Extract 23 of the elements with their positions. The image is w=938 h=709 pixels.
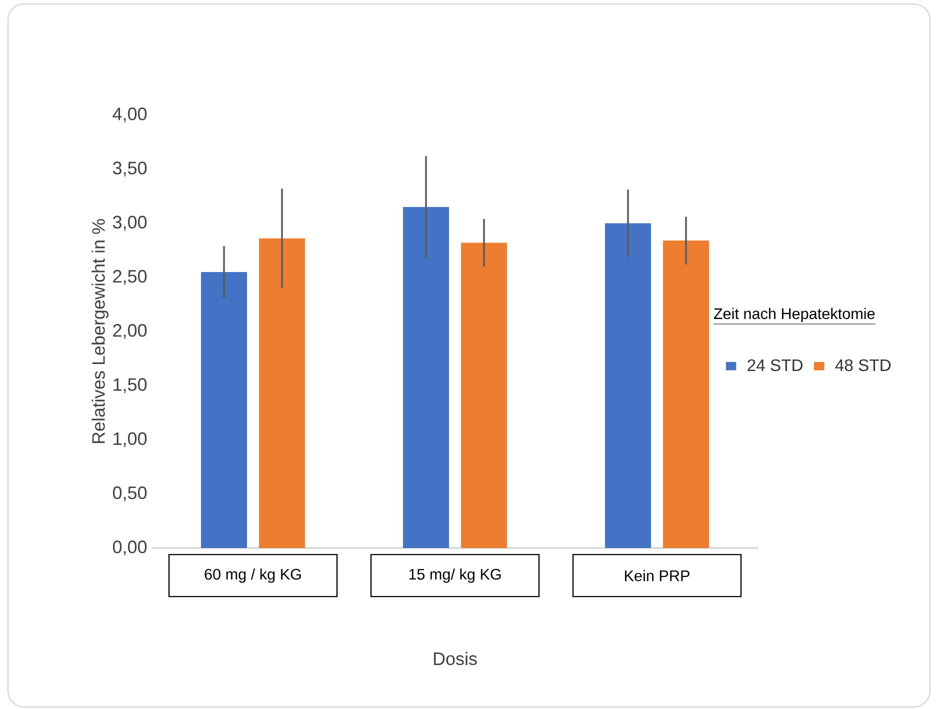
bar	[201, 272, 248, 548]
x-tick-label: 15 mg/ kg KG	[409, 568, 501, 583]
y-tick-label: 1,50	[114, 378, 147, 394]
y-tick-label: 3,50	[112, 162, 147, 177]
bar	[259, 238, 306, 548]
y-tick-label: 0,00	[112, 540, 147, 556]
x-tick-label: Kein PRP	[625, 570, 690, 582]
legend-label: 48 STD	[835, 359, 891, 372]
x-axis-title: Dosis	[434, 652, 477, 666]
x-tick-label: 60 mg / kg KG	[204, 568, 301, 583]
bar	[663, 240, 710, 548]
bar	[403, 207, 450, 548]
y-axis-title: Relatives Lebergewicht in %	[92, 219, 108, 444]
y-tick-label: 1,00	[114, 432, 147, 448]
y-tick-label: 2,00	[113, 324, 147, 339]
y-tick-label: 4,00	[112, 108, 147, 122]
y-tick-label: 0,50	[112, 486, 147, 502]
bar	[605, 223, 652, 548]
legend-title: Zeit nach Hepatektomie	[714, 308, 875, 322]
bar	[461, 242, 508, 548]
y-tick-label: 2,50	[113, 270, 147, 285]
y-tick-label: 3,00	[112, 216, 147, 231]
legend-label: 24 STD	[748, 359, 802, 372]
